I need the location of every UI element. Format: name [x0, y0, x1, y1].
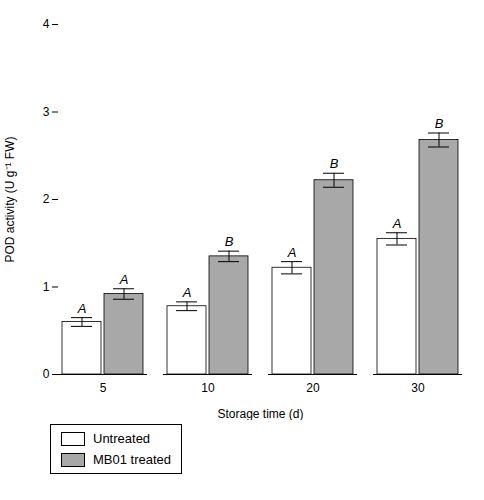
svg-text:0: 0: [43, 367, 50, 381]
svg-text:A: A: [182, 285, 192, 300]
svg-text:POD activity (U g⁻¹ FW): POD activity (U g⁻¹ FW): [3, 136, 17, 262]
svg-text:4: 4: [43, 17, 50, 31]
svg-text:20: 20: [306, 381, 320, 395]
svg-text:5: 5: [100, 381, 107, 395]
svg-text:A: A: [392, 216, 402, 231]
svg-text:2: 2: [43, 192, 50, 206]
html-text:Untreated: Untreated: [93, 431, 151, 446]
svg-text:A: A: [119, 272, 129, 287]
svg-text:A: A: [287, 245, 297, 260]
svg-text:B: B: [330, 156, 339, 171]
svg-text:1: 1: [43, 280, 50, 294]
svg-text:A: A: [77, 301, 87, 316]
svg-text:10: 10: [201, 381, 215, 395]
svg-text:30: 30: [411, 381, 425, 395]
html-text:MB01 treated: MB01 treated: [93, 452, 171, 467]
svg-text:B: B: [435, 116, 444, 131]
svg-text:Storage time (d): Storage time (d): [217, 407, 303, 421]
svg-text:3: 3: [43, 105, 50, 119]
svg-text:B: B: [225, 234, 234, 249]
